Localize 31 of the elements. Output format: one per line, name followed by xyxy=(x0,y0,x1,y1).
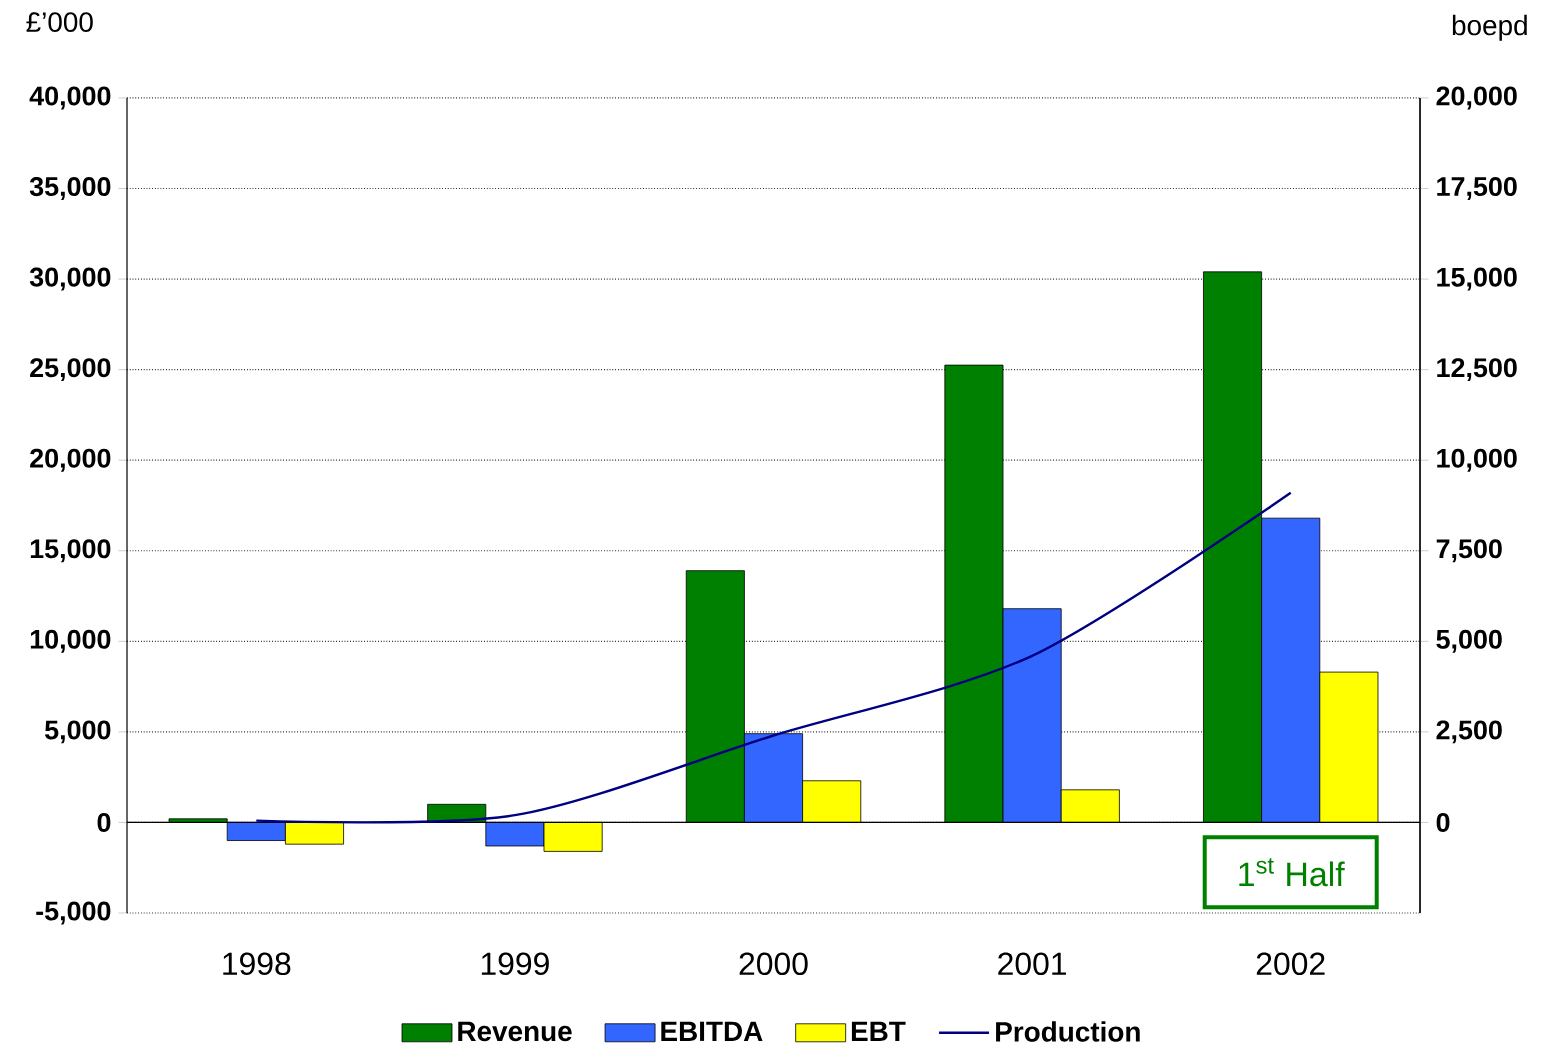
x-tick-label: 1998 xyxy=(223,952,291,976)
y2-tick-label: 20,000 xyxy=(1436,86,1517,110)
y2-tick-label: 2,500 xyxy=(1436,720,1502,744)
y-tick-label: 5,000 xyxy=(44,720,111,744)
x-tick-label: 2001 xyxy=(998,952,1066,976)
y-tick-label: 30,000 xyxy=(29,267,111,291)
annotation: 1$^{st}$ Half xyxy=(1239,858,1345,887)
x-tick-label: 2000 xyxy=(739,952,808,976)
y2-tick-label: 7,500 xyxy=(1436,539,1502,563)
y2-tick-label: 12,500 xyxy=(1437,358,1517,382)
y2-tick-label: 10,000 xyxy=(1437,448,1517,472)
x-tick-label: 1999 xyxy=(481,952,549,976)
y-tick-label: 15,000 xyxy=(30,539,111,563)
y-tick-label: 0 xyxy=(97,812,111,832)
y2-tick-label: 0 xyxy=(1436,812,1450,832)
x-tick-label: 2002 xyxy=(1256,952,1325,976)
legend-label: EBT xyxy=(851,1021,906,1041)
y-tick-label: 10,000 xyxy=(30,629,111,653)
y-axis-title: £’000 xyxy=(26,12,93,33)
legend-label: Production xyxy=(996,1021,1140,1042)
y-tick-label: -5,000 xyxy=(36,901,111,925)
y2-tick-label: 17,500 xyxy=(1437,177,1517,200)
y2-axis-title: boepd xyxy=(1452,14,1527,41)
y-tick-label: 20,000 xyxy=(30,448,111,472)
y-tick-label: 25,000 xyxy=(30,358,111,382)
y2-tick-label: 5,000 xyxy=(1436,629,1502,653)
legend-label: Revenue xyxy=(458,1021,572,1042)
y2-tick-label: 15,000 xyxy=(1437,267,1517,291)
y-tick-label: 40,000 xyxy=(29,86,111,110)
y-tick-label: 35,000 xyxy=(29,177,111,200)
legend-label: EBITDA xyxy=(661,1021,763,1041)
